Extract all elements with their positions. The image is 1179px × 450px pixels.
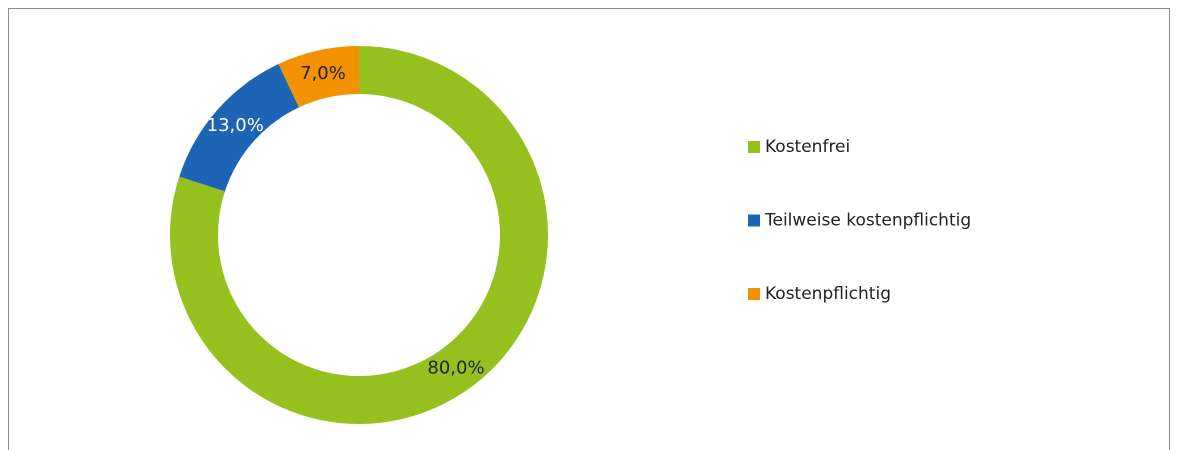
- data-label: 7,0%: [300, 63, 346, 84]
- data-label: 80,0%: [427, 357, 484, 378]
- legend-label: Kostenpflichtig: [765, 284, 891, 304]
- legend-label: Kostenfrei: [765, 137, 850, 157]
- chart-frame: [8, 8, 1170, 450]
- donut-segment: [179, 63, 299, 192]
- legend-swatch: [748, 214, 760, 227]
- legend-swatch: [748, 288, 760, 300]
- donut-segment: [278, 46, 359, 108]
- legend-label: Teilweise kostenpflichtig: [764, 211, 971, 231]
- legend-swatch: [748, 141, 760, 153]
- data-label: 13,0%: [207, 115, 264, 136]
